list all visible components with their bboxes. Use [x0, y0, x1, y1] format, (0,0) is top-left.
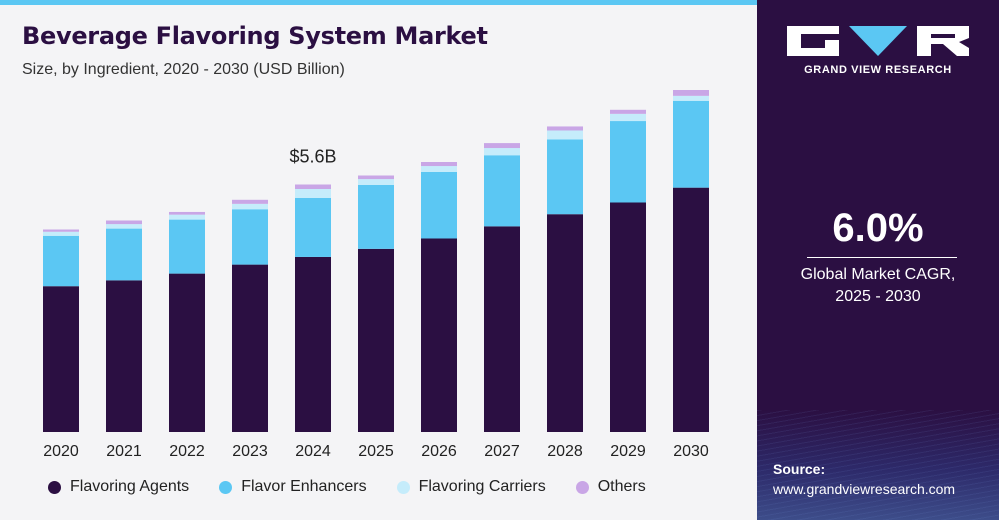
legend-item-others: Others: [575, 478, 646, 496]
bar-flavoring-agents-2027: [484, 226, 520, 432]
bar-others-2028: [547, 126, 583, 131]
legend-swatch-others: [575, 480, 589, 494]
x-tick-label: 2030: [673, 443, 709, 460]
x-tick-label: 2025: [358, 443, 394, 460]
bar-flavoring-carriers-2027: [484, 148, 520, 156]
cagr-label: Global Market CAGR, 2025 - 2030: [757, 264, 999, 308]
bar-flavoring-carriers-2020: [43, 231, 79, 236]
top-accent-bar: [0, 0, 757, 5]
bar-others-2025: [358, 175, 394, 180]
source-label: Source:: [773, 461, 826, 477]
x-tick-label: 2023: [232, 443, 268, 460]
x-tick-label: 2027: [484, 443, 520, 460]
legend-swatch-flavoring-agents: [48, 480, 61, 494]
legend-item-flavoring-carriers: Flavoring Carriers: [396, 478, 546, 496]
bar-others-2029: [610, 109, 646, 114]
cagr-label-line1: Global Market CAGR,: [800, 266, 956, 283]
legend-label: Flavoring Agents: [70, 478, 190, 495]
bar-flavor-enhancers-2020: [43, 235, 79, 287]
legend-label: Flavor Enhancers: [241, 478, 367, 495]
bar-flavoring-agents-2023: [232, 264, 268, 432]
bar-others-2021: [106, 220, 142, 225]
x-tick-label: 2021: [106, 443, 142, 460]
bar-flavor-enhancers-2029: [610, 121, 646, 203]
bar-flavoring-agents-2022: [169, 273, 205, 432]
legend-label: Others: [597, 478, 646, 495]
bar-flavoring-agents-2029: [610, 202, 646, 432]
x-tick-label: 2020: [43, 443, 79, 460]
bar-flavor-enhancers-2024: [295, 198, 331, 257]
legend-swatch-flavoring-carriers: [396, 480, 410, 494]
bar-flavoring-carriers-2030: [673, 95, 709, 101]
bar-flavor-enhancers-2028: [547, 139, 583, 215]
bar-others-2020: [43, 229, 79, 232]
bar-flavoring-agents-2028: [547, 214, 583, 432]
bar-flavoring-agents-2021: [106, 280, 142, 432]
x-tick-label: 2024: [295, 443, 331, 460]
bar-others-2027: [484, 143, 520, 149]
bar-flavoring-agents-2030: [673, 187, 709, 432]
bar-others-2023: [232, 199, 268, 204]
bar-flavor-enhancers-2030: [673, 100, 709, 188]
annotation-value-label: $5.6B: [289, 147, 336, 167]
bar-flavoring-agents-2024: [295, 256, 331, 432]
cagr-value: 6.0%: [832, 206, 924, 250]
bar-flavoring-agents-2025: [358, 248, 394, 432]
bar-flavoring-carriers-2028: [547, 130, 583, 140]
cagr-divider: [807, 257, 957, 258]
bar-flavoring-agents-2026: [421, 238, 457, 432]
cagr-label-line2: 2025 - 2030: [835, 288, 921, 305]
gvr-logo-icon: [787, 26, 969, 56]
bar-others-2030: [673, 90, 709, 96]
legend: Flavoring Agents Flavor Enhancers Flavor…: [48, 477, 646, 497]
source-link[interactable]: www.grandviewresearch.com: [773, 481, 956, 497]
legend-swatch-flavor-enhancers: [219, 480, 233, 494]
bar-flavoring-agents-2020: [43, 286, 79, 432]
bar-flavor-enhancers-2023: [232, 209, 268, 265]
bar-others-2022: [169, 211, 205, 215]
x-tick-label: 2029: [610, 443, 646, 460]
legend-item-flavoring-agents: Flavoring Agents: [48, 478, 189, 496]
bar-flavoring-carriers-2023: [232, 203, 268, 210]
sidebar: GRAND VIEW RESEARCH 6.0% Global Market C…: [757, 0, 999, 520]
bar-others-2026: [421, 162, 457, 167]
bar-flavoring-carriers-2026: [421, 166, 457, 172]
x-tick-label: 2026: [421, 443, 457, 460]
bar-others-2024: [295, 184, 331, 189]
bar-flavor-enhancers-2025: [358, 184, 394, 249]
x-tick-label: 2022: [169, 443, 205, 460]
chart-title: Beverage Flavoring System Market: [22, 22, 488, 50]
x-tick-label: 2028: [547, 443, 583, 460]
chart-subtitle: Size, by Ingredient, 2020 - 2030 (USD Bi…: [22, 61, 345, 78]
brand-name: GRAND VIEW RESEARCH: [804, 64, 952, 76]
stacked-bar-chart: 2020 2021 2022 2023 2024 2025 2026 2027 2028 2029…: [43, 90, 709, 460]
bar-flavoring-carriers-2024: [295, 189, 331, 198]
bar-flavoring-carriers-2022: [169, 214, 205, 220]
bar-flavor-enhancers-2027: [484, 155, 520, 227]
sidebar-wave-background: [757, 410, 999, 520]
bar-flavoring-carriers-2021: [106, 224, 142, 229]
legend-label: Flavoring Carriers: [418, 478, 546, 495]
legend-item-flavor-enhancers: Flavor Enhancers: [219, 478, 367, 496]
bar-flavor-enhancers-2022: [169, 219, 205, 274]
bar-flavoring-carriers-2029: [610, 113, 646, 122]
bar-flavoring-carriers-2025: [358, 179, 394, 185]
bar-flavor-enhancers-2021: [106, 228, 142, 281]
bar-flavor-enhancers-2026: [421, 171, 457, 239]
